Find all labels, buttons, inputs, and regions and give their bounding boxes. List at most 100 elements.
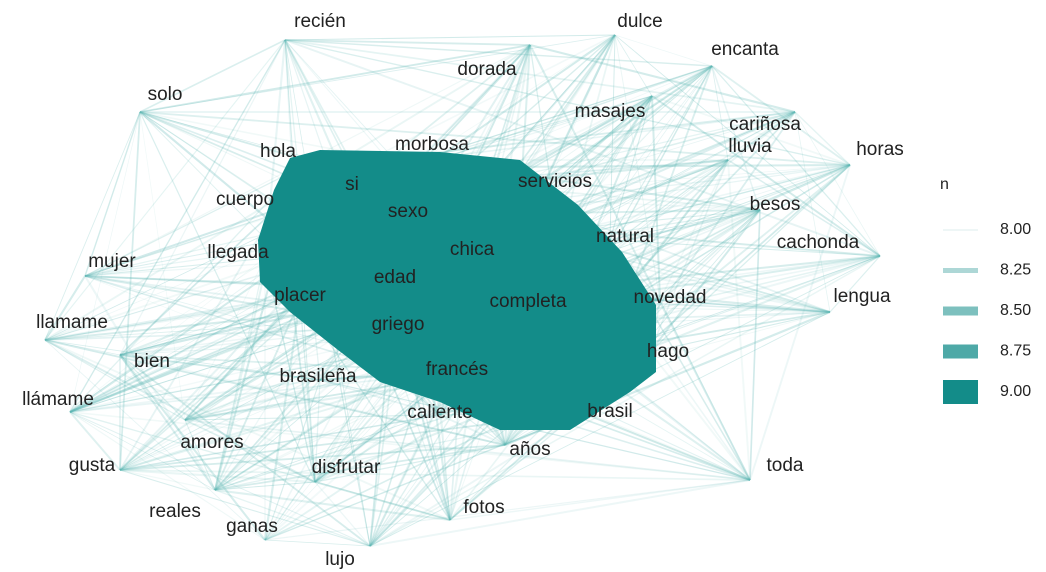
edge [651, 95, 881, 257]
node-label: chica [450, 239, 495, 260]
labels: recién dulce encanta dorada solo masajes cariñ… [22, 11, 904, 570]
edge [649, 164, 851, 353]
node-label: francés [426, 359, 488, 380]
edge [119, 111, 141, 471]
edge [314, 444, 506, 483]
edge [119, 354, 321, 381]
edge [44, 339, 451, 521]
edge [659, 299, 831, 313]
edge [544, 95, 653, 191]
edge [284, 34, 616, 41]
node-label: morbosa [395, 134, 469, 155]
node-label: servicios [518, 171, 592, 192]
edge [264, 371, 456, 541]
edge [649, 311, 831, 353]
edge [659, 159, 729, 301]
edge [119, 354, 506, 446]
edge [139, 111, 851, 166]
edge [139, 39, 286, 113]
edge [369, 411, 586, 547]
edge [184, 419, 751, 481]
edge [264, 411, 586, 541]
edge [119, 444, 506, 471]
edge [119, 414, 441, 471]
edge [651, 95, 851, 166]
edge [44, 275, 86, 341]
edge [609, 95, 653, 241]
edge [711, 65, 881, 257]
edge [44, 111, 141, 341]
edge [214, 379, 321, 491]
edge [609, 65, 713, 241]
node-label: disfrutar [312, 457, 381, 478]
edge [84, 111, 141, 277]
edge [84, 275, 441, 416]
edge [69, 39, 286, 413]
edge [749, 209, 761, 481]
edge [119, 469, 371, 547]
edge [264, 479, 751, 541]
node-label: bien [134, 351, 170, 372]
edge [314, 481, 451, 521]
edge [44, 339, 186, 421]
node-label: cariñosa [729, 114, 801, 135]
edge [84, 275, 216, 491]
node-label: solo [148, 84, 183, 105]
node-label: amores [180, 432, 243, 453]
edge [214, 257, 266, 491]
edge [649, 209, 761, 353]
node-label: cachonda [777, 232, 860, 253]
edge [284, 39, 531, 46]
edge [119, 354, 371, 547]
edge [139, 111, 281, 206]
edge [369, 255, 881, 547]
node-label: brasileña [279, 366, 357, 387]
edge [284, 39, 851, 166]
node-label: novedad [634, 287, 707, 308]
edge [419, 111, 796, 161]
edge [369, 311, 831, 547]
dense-hull [258, 150, 656, 430]
edge [44, 299, 301, 341]
edge [44, 339, 316, 483]
edge [419, 65, 713, 161]
edge [44, 339, 121, 356]
edge [711, 65, 851, 166]
node-label: encanta [711, 39, 779, 60]
edge [119, 204, 281, 356]
legend-label: 8.25 [1000, 262, 1031, 279]
edge [369, 479, 751, 547]
edge [139, 111, 186, 421]
node-label: edad [374, 267, 416, 288]
edge [419, 44, 531, 161]
edge [727, 111, 796, 161]
edge [69, 411, 216, 491]
node-label: toda [767, 455, 804, 476]
edge [44, 339, 321, 381]
node-label: brasil [587, 401, 632, 422]
edge [264, 379, 321, 541]
edge [314, 379, 321, 483]
edge [214, 489, 371, 547]
node-label: natural [596, 226, 654, 247]
node-label: placer [274, 285, 326, 306]
legend-label: 8.75 [1000, 343, 1031, 360]
edge [284, 39, 796, 113]
node-label: completa [489, 291, 567, 312]
node-label: lengua [833, 286, 890, 307]
edge [727, 159, 881, 257]
node-label: dorada [457, 59, 517, 80]
node-label: ganas [226, 516, 278, 537]
node-label: horas [856, 139, 904, 160]
edge [614, 34, 653, 97]
node-label: hola [260, 141, 296, 162]
node-label: griego [372, 314, 425, 335]
edge [119, 299, 301, 471]
edge [727, 159, 751, 481]
edge [119, 354, 216, 491]
edge [69, 411, 266, 541]
node-label: fotos [463, 497, 504, 518]
edge [584, 411, 751, 481]
edge [69, 411, 121, 471]
legend-label: 8.00 [1000, 221, 1031, 238]
